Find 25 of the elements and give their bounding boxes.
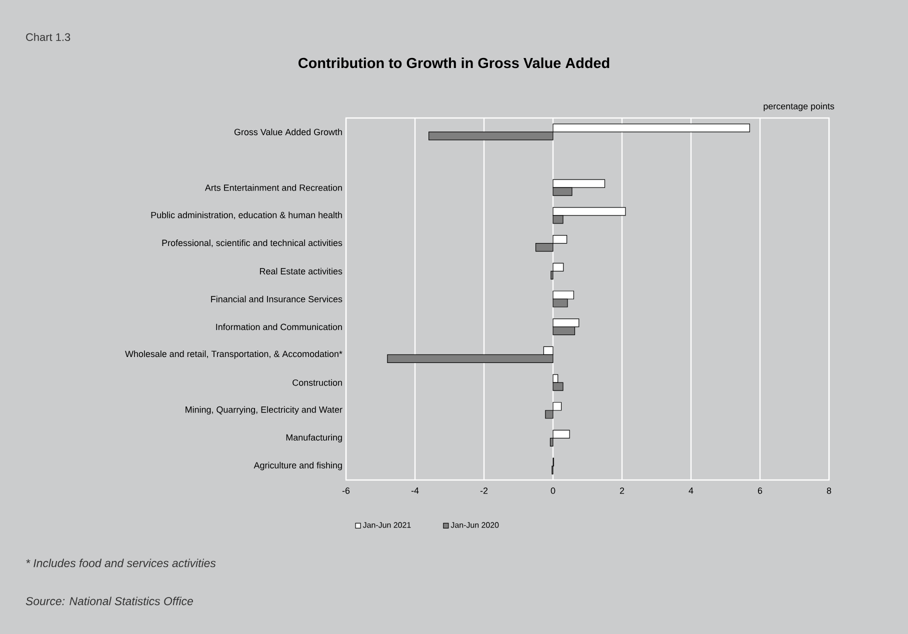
x-tick-label: -4 — [411, 488, 419, 494]
y-tick-label: Agriculture and fishing — [254, 462, 342, 470]
chart-title: Contribution to Growth in Gross Value Added — [298, 58, 610, 68]
y-tick-label: Gross Value Added Growth — [234, 128, 342, 136]
text: * Includes food and services activities — [26, 558, 216, 568]
source-note: Source: National Statistics Office — [26, 596, 193, 606]
x-tick-label: -6 — [342, 488, 350, 494]
y-tick-label: Wholesale and retail, Transportation, & Accomodation* — [125, 350, 342, 359]
x-tick-label: 8 — [826, 488, 832, 494]
y-tick-label: Manufacturing — [286, 434, 342, 442]
y-tick-label: Real Estate activities — [260, 268, 342, 274]
y-tick-label: Mining, Quarrying, Electricity and Water — [186, 406, 342, 415]
caption: Chart 1.3 — [26, 32, 70, 42]
x-tick-label: 0 — [550, 488, 556, 494]
x-tick-label: 4 — [688, 488, 694, 494]
y-tick-label: Professional, scientific and technical activities — [162, 239, 342, 248]
x-tick-label: 6 — [758, 488, 762, 494]
y-tick-label: Information and Communication — [216, 324, 342, 330]
x-tick-label: 2 — [620, 488, 624, 494]
y-tick-label: Construction — [292, 379, 342, 386]
y-tick-label: Arts Entertainment and Recreation — [204, 184, 342, 191]
text: percentage points — [764, 102, 834, 112]
y-tick-label: Public administration, education & human health — [151, 212, 342, 220]
y-tick-label: Financial and Insurance Services — [211, 296, 342, 302]
x-tick-label: -2 — [480, 488, 488, 494]
